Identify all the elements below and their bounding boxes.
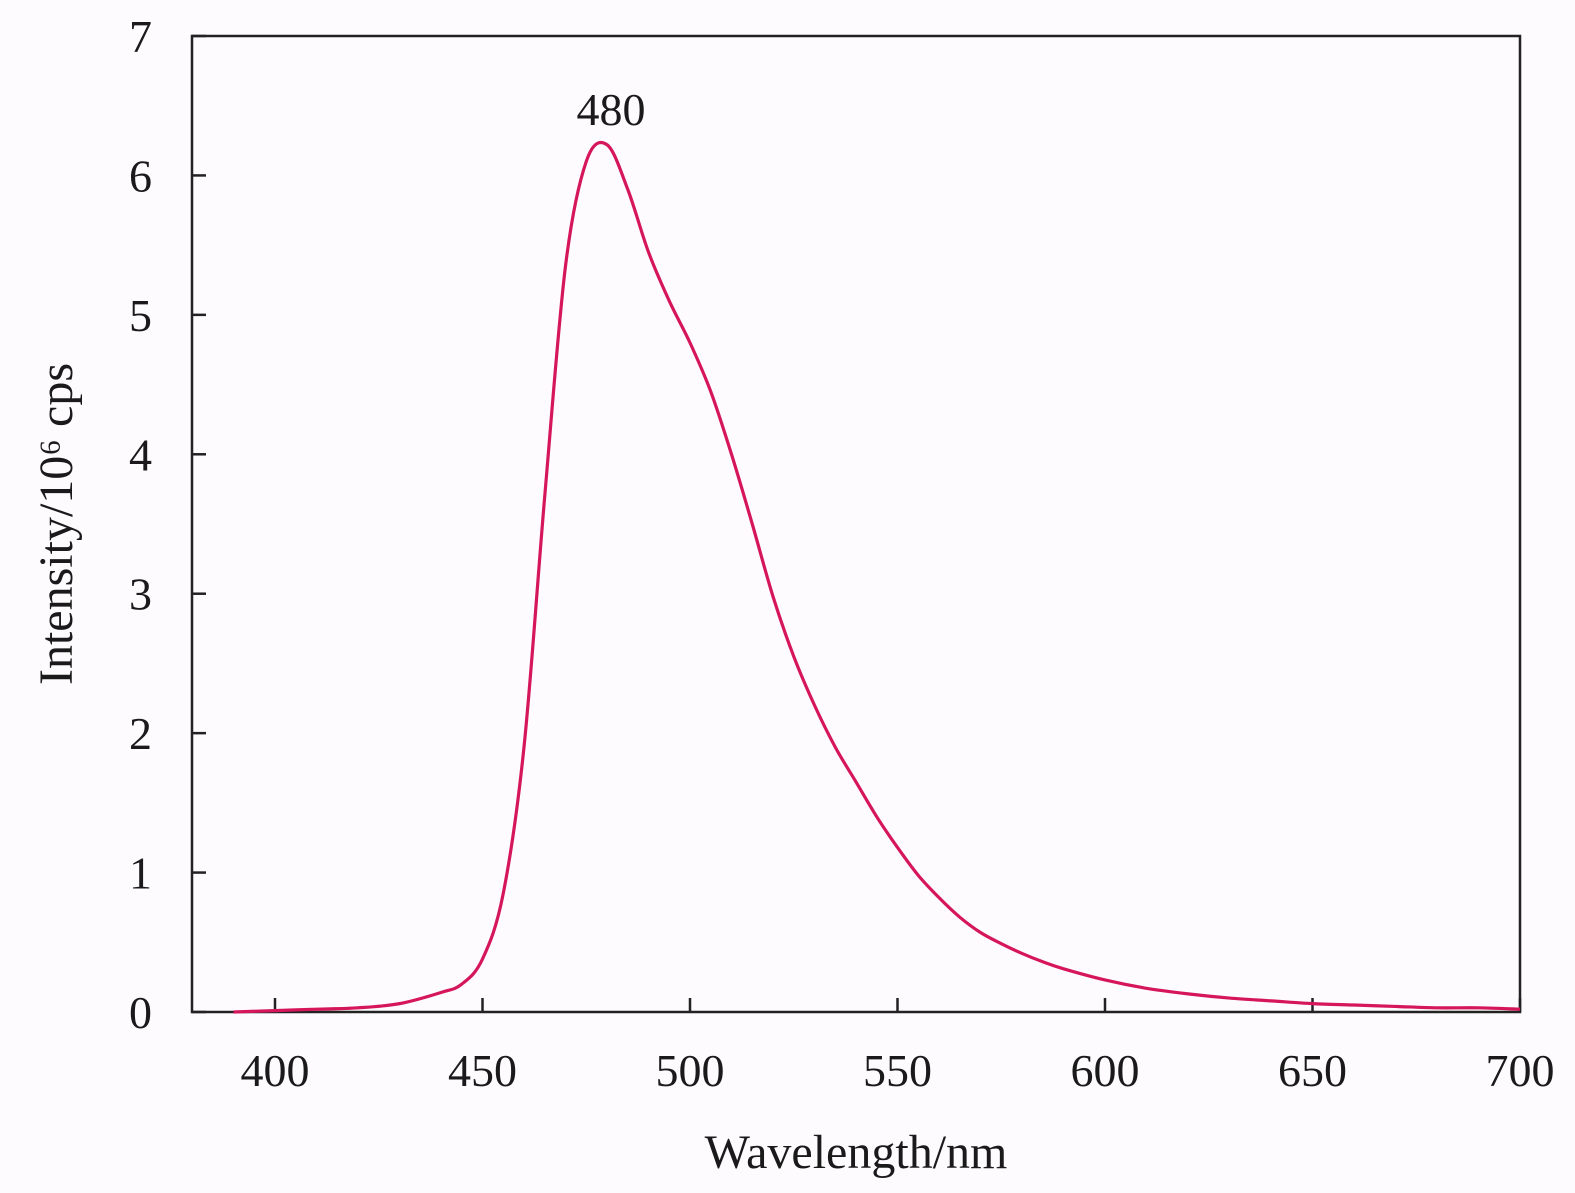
x-tick-label: 600 — [1071, 1045, 1140, 1096]
x-tick-label: 650 — [1278, 1045, 1347, 1096]
series-line — [233, 140, 1521, 1014]
x-tick-label: 550 — [863, 1045, 932, 1096]
y-tick-label: 7 — [129, 11, 152, 62]
x-axis-label: Wavelength/nm — [705, 1126, 1008, 1179]
y-tick-label: 4 — [129, 429, 152, 480]
y-tick-label: 0 — [129, 987, 152, 1038]
y-tick-label: 6 — [129, 150, 152, 201]
x-axis: 400 450 500 550 600 650 700 — [241, 998, 1555, 1096]
y-tick-label: 5 — [129, 290, 152, 341]
y-tick-label: 1 — [129, 848, 152, 899]
x-tick-label: 700 — [1486, 1045, 1555, 1096]
y-axis-label: Intensity/10⁶ cps — [30, 363, 83, 685]
y-tick-label: 3 — [129, 569, 152, 620]
x-tick-label: 450 — [448, 1045, 517, 1096]
peak-annotation: 480 — [577, 84, 646, 135]
x-tick-label: 500 — [656, 1045, 725, 1096]
y-axis: 0 1 2 3 4 5 6 7 — [129, 11, 206, 1038]
plot-frame — [190, 34, 1522, 1014]
x-tick-label: 400 — [241, 1045, 310, 1096]
y-tick-label: 2 — [129, 708, 152, 759]
